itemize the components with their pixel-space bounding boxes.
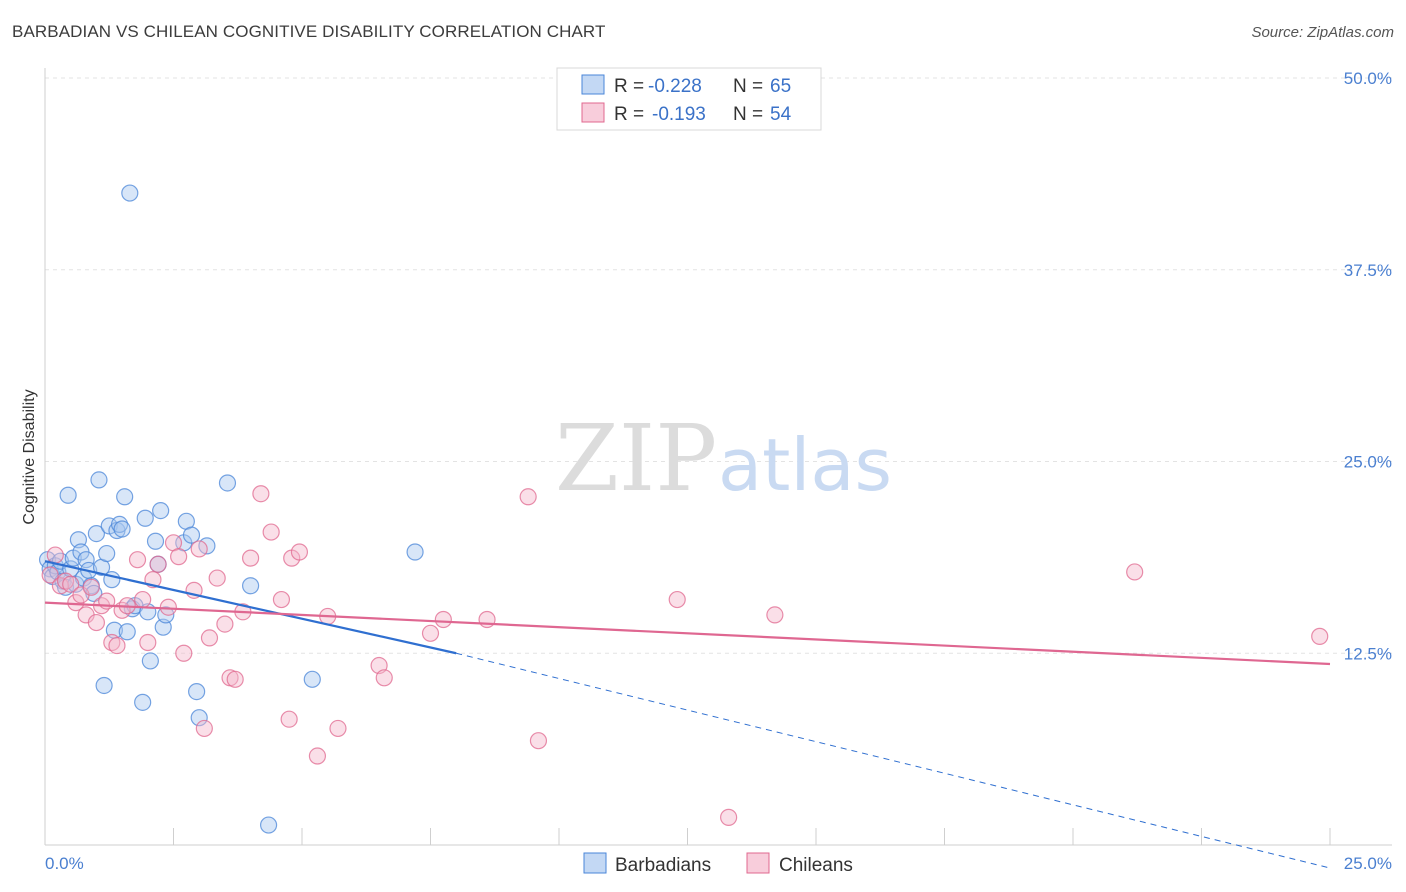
point-chileans: [134, 590, 152, 609]
legend-r-value-barbadians: -0.228: [648, 76, 702, 97]
watermark-atlas: atlas: [718, 423, 892, 507]
point-chileans: [41, 566, 59, 584]
point-chileans: [62, 575, 80, 593]
y-tick-label: 37.5%: [1344, 261, 1392, 280]
point-chileans: [720, 808, 738, 826]
point-chileans: [529, 732, 548, 750]
point-barbadians: [95, 676, 113, 695]
watermark-zip: ZIP: [555, 405, 717, 512]
point-chileans: [170, 548, 188, 566]
point-chileans: [329, 719, 347, 738]
point-chileans: [434, 610, 452, 629]
point-chileans: [46, 546, 64, 564]
point-chileans: [82, 578, 100, 596]
point-barbadians: [113, 520, 131, 538]
y-tick-label: 50.0%: [1344, 69, 1392, 88]
point-barbadians: [190, 709, 208, 727]
legend-n-value-barbadians: 65: [770, 76, 791, 97]
point-chileans: [308, 747, 327, 765]
point-chileans: [668, 590, 686, 609]
chart-title: BARBADIAN VS CHILEAN COGNITIVE DISABILIT…: [12, 22, 606, 41]
point-chileans: [149, 555, 167, 573]
legend-r-value-chileans: -0.193: [652, 104, 706, 125]
legend-r-label-chileans: R =: [614, 104, 644, 125]
point-barbadians: [141, 652, 159, 670]
y-tick-label: 25.0%: [1344, 453, 1392, 472]
point-chileans: [519, 488, 537, 506]
point-barbadians: [77, 551, 95, 569]
legend-n-label-barbadians: N =: [733, 76, 763, 97]
point-chileans: [175, 644, 193, 662]
point-chileans: [139, 633, 157, 652]
point-chileans: [290, 543, 309, 561]
point-barbadians: [182, 526, 201, 544]
x-axis-ticks: [44, 828, 1331, 845]
y-tick-labels: 12.5% 25.0% 37.5% 50.0%: [1344, 69, 1392, 663]
point-chileans: [1126, 563, 1144, 581]
point-barbadians: [134, 693, 152, 711]
point-barbadians: [87, 524, 106, 543]
point-chileans: [766, 606, 784, 624]
y-axis-label: Cognitive Disability: [21, 389, 38, 524]
point-chileans: [200, 629, 219, 647]
legend-swatch-chileans: [581, 102, 605, 123]
point-chileans: [216, 615, 234, 633]
point-chileans: [190, 540, 208, 558]
point-barbadians: [59, 486, 77, 504]
point-barbadians: [152, 501, 170, 520]
series-legend: Barbadians Chileans: [583, 852, 853, 876]
point-barbadians: [116, 488, 134, 506]
bottom-legend-label-barbadians: Barbadians: [615, 855, 711, 876]
point-barbadians: [303, 670, 321, 688]
trend-lines: [44, 560, 1331, 869]
point-chileans: [128, 551, 147, 569]
point-barbadians: [259, 816, 278, 834]
point-barbadians: [98, 544, 116, 563]
legend-n-value-chileans: 54: [770, 104, 792, 125]
trend-line-chileans: [44, 601, 1331, 666]
point-barbadians: [90, 471, 108, 489]
point-chileans: [272, 590, 291, 609]
point-barbadians: [110, 515, 129, 533]
gridlines: [45, 77, 1392, 654]
x-tick-label-min: 0.0%: [45, 854, 84, 873]
point-chileans: [262, 523, 280, 541]
legend-swatch-barbadians: [581, 74, 605, 95]
legend-r-label-barbadians: R =: [614, 76, 644, 97]
point-chileans: [195, 719, 213, 738]
bottom-legend-swatch-barbadians: [583, 852, 607, 874]
legend-n-label-chileans: N =: [733, 104, 763, 125]
point-chileans: [1311, 627, 1329, 645]
bottom-legend-label-chileans: Chileans: [779, 855, 853, 876]
source-label: Source: ZipAtlas.com: [1251, 24, 1394, 41]
point-chileans: [103, 633, 121, 652]
trend-line-barbadians: [44, 560, 457, 655]
y-tick-label: 12.5%: [1344, 644, 1392, 663]
point-chileans: [242, 549, 260, 567]
point-chileans: [226, 670, 244, 688]
point-chileans: [87, 613, 106, 632]
point-barbadians: [118, 623, 136, 641]
point-chileans: [252, 485, 270, 503]
point-chileans: [208, 569, 226, 587]
point-barbadians: [242, 577, 260, 595]
point-chileans: [56, 572, 75, 590]
point-chileans: [280, 710, 298, 728]
x-tick-label-max: 25.0%: [1344, 854, 1392, 873]
trend-line-barbadians-extension: [456, 652, 1331, 869]
point-chileans: [108, 636, 126, 655]
scatter-points: [38, 184, 1329, 834]
bottom-legend-swatch-chileans: [746, 852, 770, 874]
point-barbadians: [218, 474, 237, 492]
point-barbadians: [146, 532, 165, 550]
point-barbadians: [136, 509, 154, 527]
point-chileans: [421, 624, 440, 642]
correlation-legend: R = -0.228 N = 65 R = -0.193 N = 54: [556, 67, 822, 131]
point-barbadians: [188, 682, 206, 701]
point-barbadians: [406, 543, 424, 561]
point-chileans: [375, 669, 393, 687]
point-barbadians: [121, 184, 139, 202]
